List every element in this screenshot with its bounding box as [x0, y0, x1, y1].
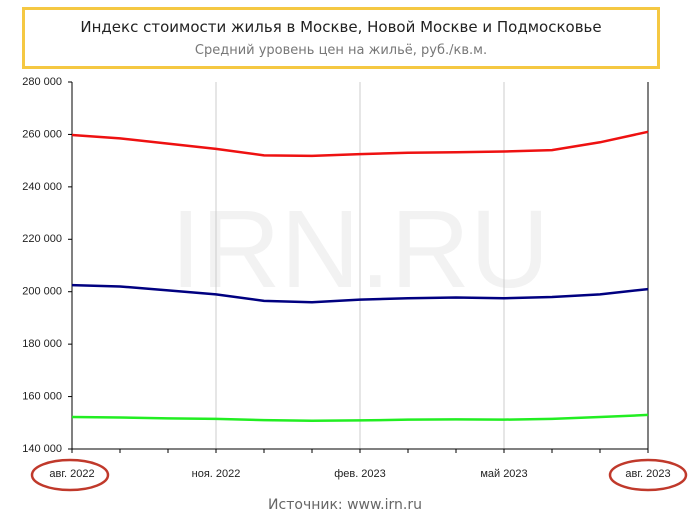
y-tick-label: 200 000: [22, 286, 62, 298]
y-tick-label: 180 000: [22, 338, 62, 350]
y-tick-label: 280 000: [22, 76, 62, 88]
y-tick-label: 160 000: [22, 390, 62, 402]
source: Источник: www.irn.ru: [268, 497, 422, 513]
x-tick-label: май 2023: [480, 468, 527, 480]
series-line: [71, 130, 649, 158]
x-tick-label: авг. 2023: [625, 468, 670, 480]
series-line: [71, 413, 649, 422]
title-box: Индекс стоимости жилья в Москве, Новой М…: [22, 7, 660, 69]
y-tick-label: 220 000: [22, 233, 62, 245]
chart-title: Индекс стоимости жилья в Москве, Новой М…: [80, 18, 602, 36]
series-line: [71, 283, 649, 304]
y-tick-label: 260 000: [22, 128, 62, 140]
x-tick-label: авг. 2022: [49, 468, 94, 480]
highlight: [30, 458, 110, 492]
x-tick-label: ноя. 2022: [192, 468, 241, 480]
chart-subtitle: Средний уровень цен на жильё, руб./кв.м.: [194, 43, 488, 58]
y-tick-label: 240 000: [22, 181, 62, 193]
x-tick-label: фев. 2023: [334, 468, 386, 480]
highlight: [608, 458, 688, 492]
y-tick-label: 140 000: [22, 443, 62, 455]
